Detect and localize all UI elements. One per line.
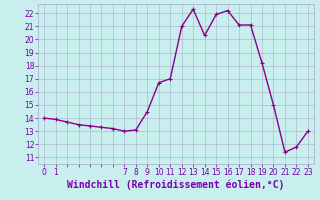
X-axis label: Windchill (Refroidissement éolien,°C): Windchill (Refroidissement éolien,°C) (67, 180, 285, 190)
